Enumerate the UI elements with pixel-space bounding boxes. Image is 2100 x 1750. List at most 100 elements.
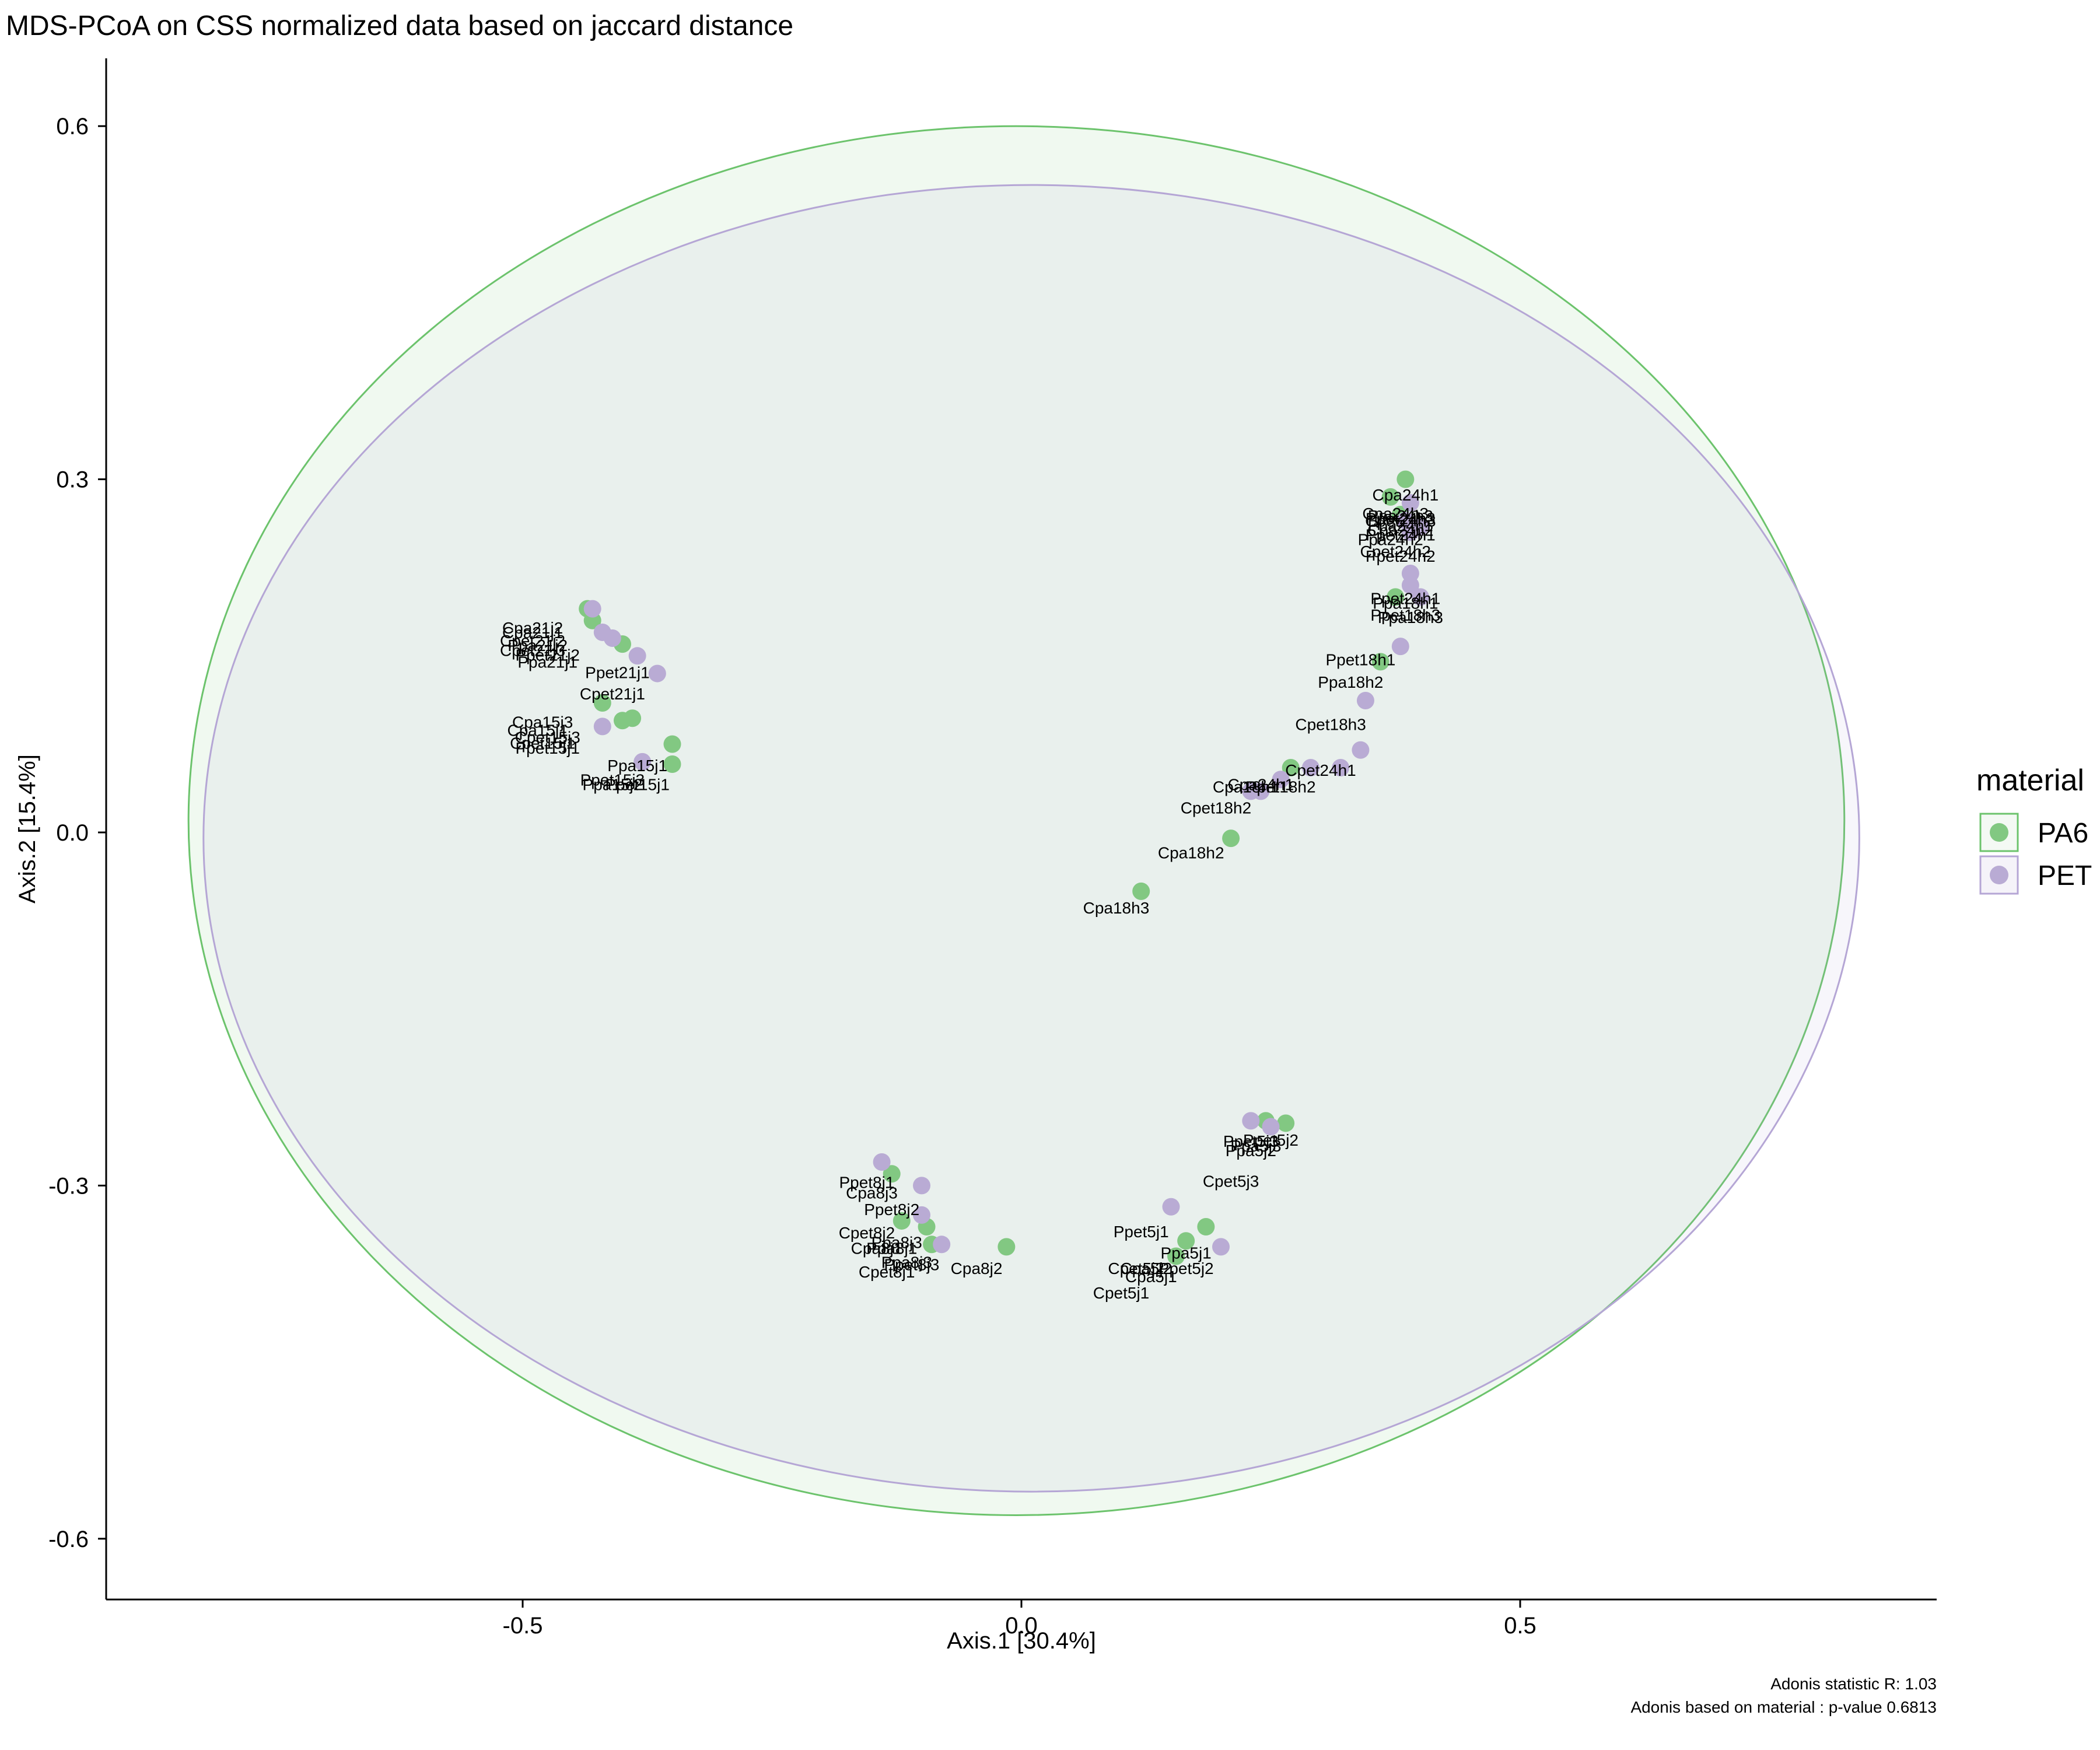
- point-pet-22: [873, 1153, 891, 1171]
- point-label: Cpet21j3: [500, 641, 565, 659]
- point-pa6-11: [593, 694, 611, 712]
- point-label: Ppet5j3: [1223, 1132, 1279, 1150]
- legend-swatch-pa6: [1990, 823, 2008, 842]
- point-label: Cpa8j2: [951, 1259, 1003, 1278]
- point-label: Cpa8j3: [846, 1184, 898, 1202]
- point-label: Ppet18h1: [1325, 650, 1395, 668]
- point-label: Ppet15j3: [580, 771, 645, 789]
- point-label: Ppa18h1: [1373, 594, 1438, 612]
- point-pet-27: [1262, 1118, 1280, 1136]
- point-pet-23: [913, 1177, 930, 1195]
- point-label: Cpet24h1: [1285, 761, 1356, 779]
- axis-ticks: -0.5 0.0 0.5 0.6 0.3 0.0 -0.3 -0.6: [48, 114, 1536, 1639]
- point-pet-29: [1212, 1238, 1230, 1256]
- point-pa6-25: [1167, 1247, 1185, 1265]
- point-label: Ppa15j2: [583, 775, 643, 793]
- point-label: Ppet24h2: [1366, 547, 1436, 565]
- point-pet-9: [1352, 741, 1370, 759]
- point-pa6-16: [883, 1165, 901, 1183]
- point-label: Ppa18h2: [1318, 673, 1383, 691]
- point-label: Cpa24h1: [1228, 775, 1294, 793]
- point-pa6-1: [1381, 488, 1399, 506]
- point-label: Ppet21j1: [585, 664, 650, 682]
- point-label: Cpet18h3: [1295, 715, 1366, 733]
- point-label: Ppa8j1: [866, 1239, 917, 1257]
- y-tick-label: -0.3: [48, 1173, 89, 1199]
- point-pa6-23: [1197, 1218, 1215, 1236]
- point-pa6-15: [663, 755, 681, 773]
- caption-adonis-pvalue: Adonis based on material : p-value 0.681…: [1630, 1698, 1937, 1716]
- point-pet-3: [1412, 517, 1429, 536]
- point-label: Cpa24h2: [1367, 521, 1434, 539]
- point-label: Ppa21j1: [517, 653, 578, 671]
- point-pet-12: [1272, 771, 1290, 789]
- confidence-ellipses: [187, 125, 1860, 1516]
- point-pa6-7: [1132, 882, 1150, 900]
- point-label: Ppet8j3: [884, 1256, 939, 1274]
- point-label: Cpet21j2: [500, 632, 565, 650]
- y-tick-label: -0.6: [48, 1527, 89, 1552]
- x-axis-title: Axis.1 [30.4%]: [947, 1628, 1096, 1654]
- point-pet-19: [648, 664, 666, 682]
- x-tick-label: 0.0: [1005, 1613, 1038, 1639]
- x-tick-label: 0.5: [1504, 1613, 1536, 1639]
- point-label: Cpet24h2: [1360, 542, 1431, 561]
- caption-adonis-statistic: Adonis statistic R: 1.03: [1770, 1675, 1937, 1693]
- data-points: [579, 470, 1429, 1265]
- point-label: Ppet21j2: [515, 646, 580, 664]
- y-tick-label: 0.6: [56, 114, 89, 139]
- point-label: Ppa24h3: [1368, 507, 1433, 525]
- point-pa6-24: [1177, 1232, 1195, 1250]
- point-label: Cpet5j3: [1203, 1172, 1259, 1190]
- point-pet-8: [1356, 691, 1374, 709]
- point-label: Cpet5j2: [1108, 1259, 1164, 1278]
- point-pa6-20: [998, 1238, 1016, 1256]
- point-pet-15: [583, 600, 601, 618]
- point-label: Ppet18h2: [1246, 778, 1316, 796]
- point-label: Cpa15j3: [512, 713, 573, 731]
- x-tick-label: -0.5: [503, 1613, 543, 1639]
- point-label: Cpet15j3: [515, 729, 580, 747]
- point-label: Ppet8j1: [839, 1173, 894, 1191]
- point-pet-26: [1242, 1112, 1260, 1130]
- point-label: Ppet5j2: [1158, 1259, 1214, 1278]
- point-label: Ppa24h1: [1368, 516, 1433, 534]
- point-label: Ppet24h1: [1370, 590, 1440, 608]
- point-label: Cpa15j1: [507, 722, 568, 740]
- point-pa6-3: [1371, 653, 1390, 671]
- point-label: Cpa8j1: [851, 1239, 903, 1257]
- point-label: Cpa21j1: [502, 624, 563, 642]
- point-pa6-14: [663, 735, 681, 753]
- point-pet-6: [1412, 588, 1429, 606]
- legend-swatch-pet: [1990, 866, 2008, 884]
- point-label: Ppa5j3: [1230, 1137, 1281, 1155]
- point-labels: Cpa24h1Cpa24h3Ppa24h3Ppet24h3Cpet24h3Ppa…: [500, 486, 1443, 1302]
- point-label: Cpet18h2: [1181, 799, 1251, 817]
- point-pa6-4: [1387, 588, 1405, 606]
- legend-label-pet: PET: [2038, 860, 2092, 891]
- point-label: Ppa21j2: [508, 636, 568, 654]
- point-label: Ppa15j1: [607, 757, 667, 775]
- point-label: Ppet15j1: [605, 775, 670, 793]
- point-label: Ppet24h3: [1366, 509, 1436, 527]
- point-label: Cpa18h1: [1213, 778, 1279, 796]
- legend-label-pa6: PA6: [2038, 818, 2088, 849]
- point-label: Cpa5j1: [1125, 1268, 1177, 1286]
- point-label: Ppa8j3: [881, 1254, 932, 1272]
- point-label: Ppa8j3: [872, 1233, 922, 1251]
- point-label: Ppa5j2: [1226, 1142, 1276, 1160]
- point-pet-10: [1332, 759, 1350, 777]
- point-pet-18: [628, 647, 646, 665]
- y-tick-label: 0.0: [56, 820, 89, 846]
- point-label: Cpet8j1: [859, 1263, 915, 1281]
- point-pa6-0: [1396, 470, 1415, 488]
- ellipse-pet: [202, 184, 1860, 1493]
- chart-title: MDS-PCoA on CSS normalized data based on…: [6, 10, 793, 41]
- point-label: Cpa21j2: [502, 619, 563, 637]
- point-pet-28: [1162, 1198, 1180, 1216]
- point-pet-14: [1242, 782, 1260, 800]
- point-label: Ppet5j1: [1114, 1223, 1169, 1241]
- point-pet-7: [1391, 638, 1409, 656]
- point-pa6-13: [624, 709, 642, 727]
